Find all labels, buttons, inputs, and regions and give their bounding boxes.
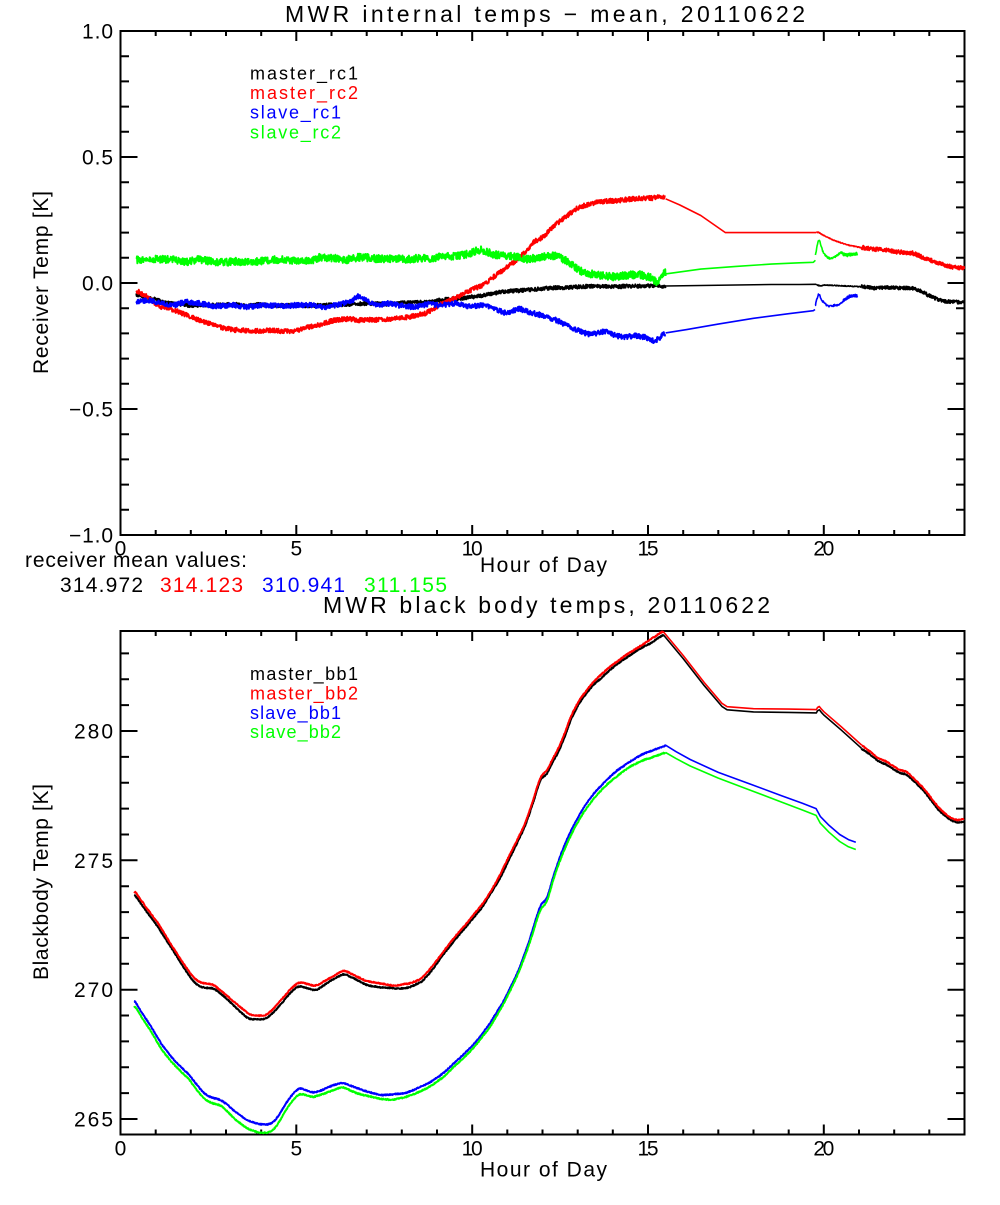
svg-text:314.972: 314.972 [60,574,143,597]
svg-text:311.155: 311.155 [364,574,447,597]
svg-text:1.0: 1.0 [82,21,113,44]
svg-text:0: 0 [115,538,127,561]
svg-text:slave_bb1: slave_bb1 [250,703,341,724]
svg-text:270: 270 [74,979,113,1002]
svg-text:20: 20 [813,538,834,561]
svg-text:master_bb1: master_bb1 [250,664,358,685]
svg-text:Receiver Temp [K]: Receiver Temp [K] [30,191,53,374]
svg-text:−0.5: −0.5 [69,399,113,422]
svg-text:15: 15 [638,538,659,561]
svg-text:0.0: 0.0 [82,273,113,296]
svg-text:10: 10 [462,538,483,561]
svg-text:15: 15 [638,1138,659,1161]
svg-text:−1.0: −1.0 [69,525,113,548]
svg-text:receiver mean values:: receiver mean values: [25,549,247,572]
svg-text:Hour of Day: Hour of Day [480,554,608,577]
svg-text:slave_rc1: slave_rc1 [250,103,341,124]
svg-text:275: 275 [74,850,113,873]
svg-text:Blackbody Temp [K]: Blackbody Temp [K] [30,784,53,980]
svg-text:master_rc2: master_rc2 [250,83,358,104]
svg-text:0.5: 0.5 [82,147,113,170]
svg-text:20: 20 [813,1138,834,1161]
svg-text:master_bb2: master_bb2 [250,683,358,704]
svg-text:slave_rc2: slave_rc2 [250,122,341,143]
svg-text:10: 10 [462,1138,483,1161]
svg-text:Hour of Day: Hour of Day [480,1159,608,1182]
svg-text:280: 280 [74,720,113,743]
svg-text:MWR internal temps − mean, 201: MWR internal temps − mean, 20110622 [285,1,805,27]
svg-text:5: 5 [290,1138,302,1161]
svg-text:0: 0 [115,1138,127,1161]
svg-text:314.123: 314.123 [160,574,243,597]
svg-text:265: 265 [74,1109,113,1132]
svg-text:slave_bb2: slave_bb2 [250,722,341,743]
svg-text:master_rc1: master_rc1 [250,64,358,85]
svg-text:5: 5 [290,538,302,561]
svg-text:310.941: 310.941 [262,574,345,597]
